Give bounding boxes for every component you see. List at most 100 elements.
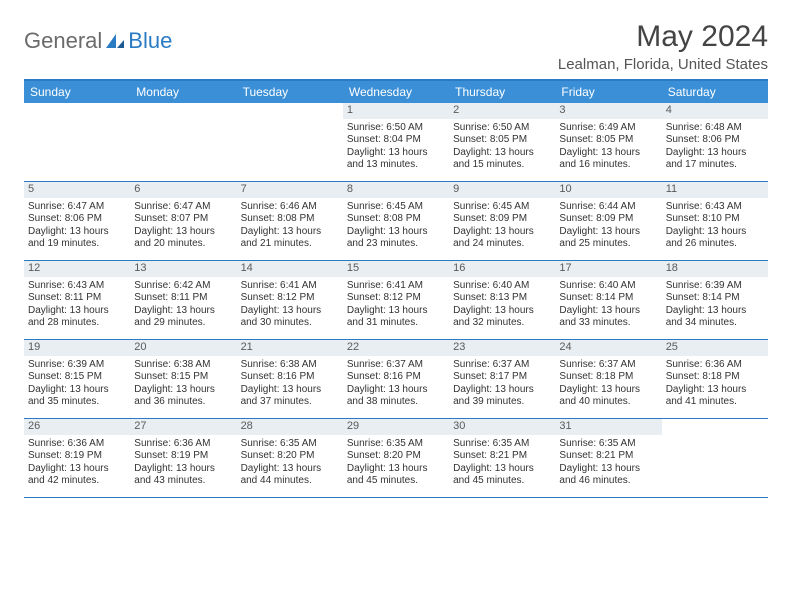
daylight-text: Daylight: 13 hours and 33 minutes. xyxy=(559,305,657,330)
daylight-text: Daylight: 13 hours and 19 minutes. xyxy=(28,226,126,251)
daylight-text: Daylight: 13 hours and 46 minutes. xyxy=(559,463,657,488)
day-number: 16 xyxy=(449,261,555,277)
sunrise-text: Sunrise: 6:39 AM xyxy=(28,359,126,372)
daylight-text: Daylight: 13 hours and 17 minutes. xyxy=(666,147,764,172)
calendar-cell xyxy=(662,419,768,497)
sunrise-text: Sunrise: 6:41 AM xyxy=(347,280,445,293)
calendar-cell: 14Sunrise: 6:41 AMSunset: 8:12 PMDayligh… xyxy=(237,261,343,339)
daylight-text: Daylight: 13 hours and 45 minutes. xyxy=(347,463,445,488)
sunset-text: Sunset: 8:18 PM xyxy=(559,371,657,384)
daylight-text: Daylight: 13 hours and 24 minutes. xyxy=(453,226,551,251)
sunset-text: Sunset: 8:04 PM xyxy=(347,134,445,147)
sunrise-text: Sunrise: 6:45 AM xyxy=(453,201,551,214)
sunrise-text: Sunrise: 6:38 AM xyxy=(134,359,232,372)
calendar-cell: 13Sunrise: 6:42 AMSunset: 8:11 PMDayligh… xyxy=(130,261,236,339)
calendar-cell: 4Sunrise: 6:48 AMSunset: 8:06 PMDaylight… xyxy=(662,103,768,181)
daylight-text: Daylight: 13 hours and 37 minutes. xyxy=(241,384,339,409)
calendar-cell xyxy=(237,103,343,181)
calendar-cell: 17Sunrise: 6:40 AMSunset: 8:14 PMDayligh… xyxy=(555,261,661,339)
daylight-text: Daylight: 13 hours and 13 minutes. xyxy=(347,147,445,172)
sunrise-text: Sunrise: 6:35 AM xyxy=(347,438,445,451)
sunrise-text: Sunrise: 6:48 AM xyxy=(666,122,764,135)
sunset-text: Sunset: 8:09 PM xyxy=(559,213,657,226)
day-number: 13 xyxy=(130,261,236,277)
sunset-text: Sunset: 8:06 PM xyxy=(666,134,764,147)
daylight-text: Daylight: 13 hours and 38 minutes. xyxy=(347,384,445,409)
day-number: 28 xyxy=(237,419,343,435)
calendar-cell: 9Sunrise: 6:45 AMSunset: 8:09 PMDaylight… xyxy=(449,182,555,260)
calendar-cell: 25Sunrise: 6:36 AMSunset: 8:18 PMDayligh… xyxy=(662,340,768,418)
sunrise-text: Sunrise: 6:35 AM xyxy=(453,438,551,451)
sunset-text: Sunset: 8:15 PM xyxy=(134,371,232,384)
sunset-text: Sunset: 8:07 PM xyxy=(134,213,232,226)
day-number: 22 xyxy=(343,340,449,356)
sunrise-text: Sunrise: 6:40 AM xyxy=(559,280,657,293)
sunset-text: Sunset: 8:18 PM xyxy=(666,371,764,384)
sunrise-text: Sunrise: 6:36 AM xyxy=(666,359,764,372)
day-number: 11 xyxy=(662,182,768,198)
day-number: 10 xyxy=(555,182,661,198)
dow-tuesday: Tuesday xyxy=(237,81,343,103)
sunset-text: Sunset: 8:12 PM xyxy=(347,292,445,305)
sunset-text: Sunset: 8:20 PM xyxy=(347,450,445,463)
day-number: 3 xyxy=(555,103,661,119)
sunset-text: Sunset: 8:14 PM xyxy=(559,292,657,305)
calendar-week: 12Sunrise: 6:43 AMSunset: 8:11 PMDayligh… xyxy=(24,261,768,340)
calendar-cell: 16 Sunrise: 6:40 AMSunset: 8:13 PMDayligh… xyxy=(449,261,555,339)
sunset-text: Sunset: 8:20 PM xyxy=(241,450,339,463)
sunrise-text: Sunrise: 6:47 AM xyxy=(134,201,232,214)
sunset-text: Sunset: 8:05 PM xyxy=(559,134,657,147)
day-number: 9 xyxy=(449,182,555,198)
calendar-cell: 23Sunrise: 6:37 AMSunset: 8:17 PMDayligh… xyxy=(449,340,555,418)
sunrise-text: Sunrise: 6:49 AM xyxy=(559,122,657,135)
calendar-cell: 22Sunrise: 6:37 AMSunset: 8:16 PMDayligh… xyxy=(343,340,449,418)
sunset-text: Sunset: 8:05 PM xyxy=(453,134,551,147)
sunrise-text: Sunrise: 6:46 AM xyxy=(241,201,339,214)
location-text: Lealman, Florida, United States xyxy=(558,56,768,73)
sail-icon xyxy=(104,32,126,50)
calendar-cell: 11Sunrise: 6:43 AMSunset: 8:10 PMDayligh… xyxy=(662,182,768,260)
sunrise-text: Sunrise: 6:35 AM xyxy=(559,438,657,451)
daylight-text: Daylight: 13 hours and 20 minutes. xyxy=(134,226,232,251)
day-number: 7 xyxy=(237,182,343,198)
daylight-text: Daylight: 13 hours and 31 minutes. xyxy=(347,305,445,330)
calendar-cell xyxy=(130,103,236,181)
dow-row: Sunday Monday Tuesday Wednesday Thursday… xyxy=(24,81,768,103)
sunrise-text: Sunrise: 6:40 AM xyxy=(453,280,551,293)
daylight-text: Daylight: 13 hours and 16 minutes. xyxy=(559,147,657,172)
day-number: 20 xyxy=(130,340,236,356)
sunset-text: Sunset: 8:19 PM xyxy=(28,450,126,463)
day-number: 2 xyxy=(449,103,555,119)
sunset-text: Sunset: 8:13 PM xyxy=(453,292,551,305)
daylight-text: Daylight: 13 hours and 44 minutes. xyxy=(241,463,339,488)
sunrise-text: Sunrise: 6:36 AM xyxy=(28,438,126,451)
calendar-week: 26Sunrise: 6:36 AMSunset: 8:19 PMDayligh… xyxy=(24,419,768,498)
sunrise-text: Sunrise: 6:35 AM xyxy=(241,438,339,451)
daylight-text: Daylight: 13 hours and 26 minutes. xyxy=(666,226,764,251)
calendar-cell: 1Sunrise: 6:50 AMSunset: 8:04 PMDaylight… xyxy=(343,103,449,181)
day-number: 21 xyxy=(237,340,343,356)
sunset-text: Sunset: 8:11 PM xyxy=(28,292,126,305)
calendar-week: 19Sunrise: 6:39 AMSunset: 8:15 PMDayligh… xyxy=(24,340,768,419)
calendar: Sunday Monday Tuesday Wednesday Thursday… xyxy=(24,79,768,498)
sunrise-text: Sunrise: 6:38 AM xyxy=(241,359,339,372)
daylight-text: Daylight: 13 hours and 36 minutes. xyxy=(134,384,232,409)
daylight-text: Daylight: 13 hours and 28 minutes. xyxy=(28,305,126,330)
daylight-text: Daylight: 13 hours and 23 minutes. xyxy=(347,226,445,251)
page-title: May 2024 xyxy=(558,20,768,54)
day-number: 12 xyxy=(24,261,130,277)
calendar-cell: 30Sunrise: 6:35 AMSunset: 8:21 PMDayligh… xyxy=(449,419,555,497)
day-number: 15 xyxy=(343,261,449,277)
sunrise-text: Sunrise: 6:42 AM xyxy=(134,280,232,293)
daylight-text: Daylight: 13 hours and 32 minutes. xyxy=(453,305,551,330)
calendar-cell: 20 Sunrise: 6:38 AMSunset: 8:15 PMDayligh… xyxy=(130,340,236,418)
sunset-text: Sunset: 8:19 PM xyxy=(134,450,232,463)
calendar-cell: 10Sunrise: 6:44 AMSunset: 8:09 PMDayligh… xyxy=(555,182,661,260)
logo-text-general: General xyxy=(24,28,102,54)
calendar-cell: 19Sunrise: 6:39 AMSunset: 8:15 PMDayligh… xyxy=(24,340,130,418)
day-number: 18 xyxy=(662,261,768,277)
dow-sunday: Sunday xyxy=(24,81,130,103)
day-number: 19 xyxy=(24,340,130,356)
logo-text-blue: Blue xyxy=(128,28,172,54)
sunset-text: Sunset: 8:21 PM xyxy=(453,450,551,463)
